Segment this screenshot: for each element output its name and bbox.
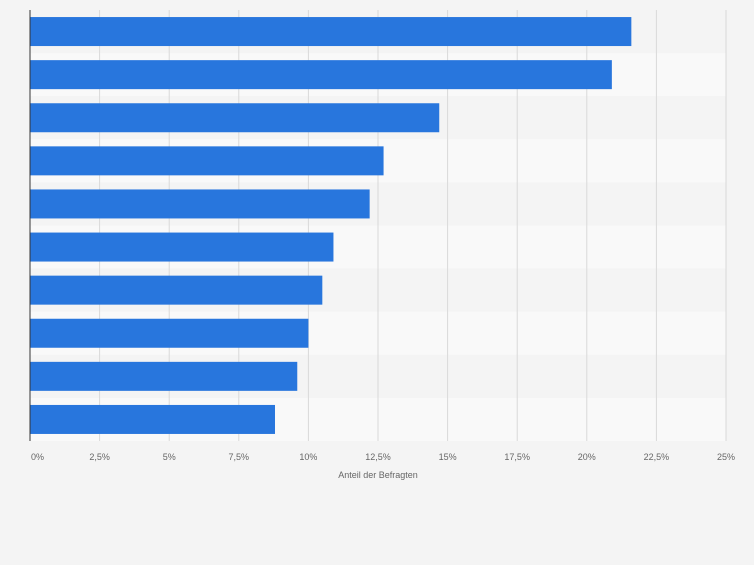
x-axis-title: Anteil der Befragten (338, 470, 418, 480)
x-tick-label: 10% (299, 452, 317, 462)
bar[interactable] (30, 146, 384, 176)
x-tick-label: 25% (717, 452, 735, 462)
x-tick-label: 22,5% (644, 452, 670, 462)
x-tick-label: 12,5% (365, 452, 391, 462)
bar[interactable] (30, 275, 323, 305)
x-tick-label: 0% (31, 452, 44, 462)
bars (30, 17, 632, 434)
bar[interactable] (30, 318, 309, 348)
x-tick-label: 15% (439, 452, 457, 462)
bar[interactable] (30, 232, 334, 262)
x-tick-label: 5% (163, 452, 176, 462)
x-tick-label: 7,5% (229, 452, 250, 462)
x-tick-label: 17,5% (504, 452, 530, 462)
x-tick-labels: 0% 2,5% 5% 7,5% 10% 12,5% 15% 17,5% 20% 22,5% 25% (31, 452, 735, 462)
bar[interactable] (30, 404, 275, 434)
x-tick-label: 2,5% (89, 452, 110, 462)
bar[interactable] (30, 361, 298, 391)
bar[interactable] (30, 189, 370, 219)
x-tick-label: 20% (578, 452, 596, 462)
bar[interactable] (30, 60, 612, 90)
bar[interactable] (30, 103, 440, 133)
bar[interactable] (30, 17, 632, 47)
